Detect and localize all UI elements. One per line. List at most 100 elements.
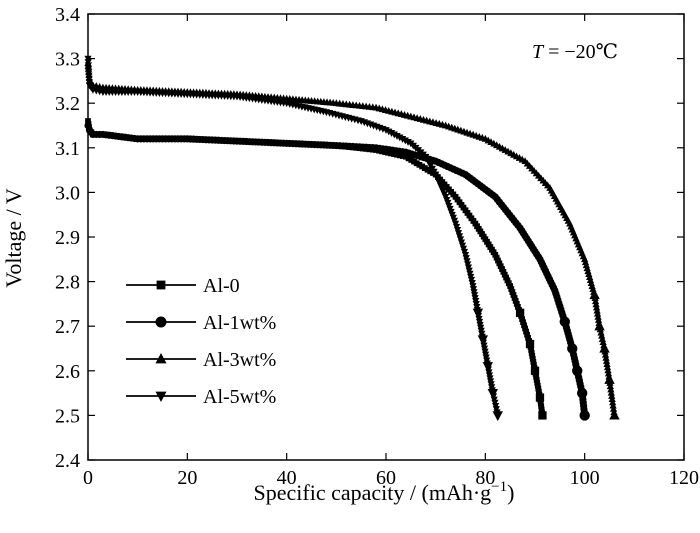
- data-point: [507, 283, 514, 289]
- data-point: [538, 403, 545, 410]
- data-point: [598, 331, 606, 339]
- data-point: [589, 289, 600, 300]
- data-point: [511, 295, 518, 301]
- data-point: [604, 369, 613, 377]
- y-tick-label: 3.4: [55, 4, 80, 26]
- data-point: [509, 289, 516, 295]
- data-point: [400, 153, 406, 159]
- data-point: [535, 385, 542, 392]
- legend: Al-0 Al-1wt% Al-3wt% Al-5wt%: [126, 275, 276, 408]
- data-point: [535, 393, 545, 402]
- axis-ticks: 0 20 40 60 80 100 120 2.4 2.5 2.6 2.7 2.8 2.9 3.0 3.1 3…: [55, 4, 699, 489]
- data-point: [515, 303, 521, 310]
- data-point: [538, 406, 545, 413]
- data-point: [520, 319, 526, 326]
- x-tick-label: 0: [83, 467, 93, 489]
- y-tick-label: 3.3: [55, 49, 80, 71]
- data-point: [531, 361, 537, 368]
- temperature-annotation: T = −20℃: [532, 41, 618, 63]
- data-point: [528, 347, 535, 353]
- data-point: [155, 316, 167, 328]
- data-point: [602, 353, 610, 361]
- data-point: [522, 325, 528, 332]
- data-point: [608, 391, 616, 399]
- y-tick-label: 3.0: [55, 182, 80, 204]
- y-tick-label: 3.1: [55, 138, 80, 160]
- series-circle: [84, 121, 590, 421]
- legend-label: Al-1wt%: [203, 312, 276, 334]
- data-point: [512, 298, 519, 304]
- data-point: [535, 388, 542, 395]
- data-point: [515, 308, 525, 317]
- data-point: [609, 401, 617, 409]
- data-point: [533, 376, 540, 383]
- plot-frame: [87, 13, 685, 461]
- y-tick-label: 2.5: [55, 405, 80, 427]
- data-point: [579, 410, 590, 421]
- data-point: [601, 350, 610, 358]
- data-point: [155, 391, 167, 403]
- data-point: [155, 352, 167, 364]
- data-point: [607, 388, 615, 396]
- series-line: [86, 58, 499, 416]
- legend-entry: Al-5wt%: [126, 386, 276, 408]
- data-point: [508, 286, 515, 292]
- y-tick-label: 2.4: [55, 450, 80, 472]
- x-axis-title: Specific capacity / (mAh·g−1): [254, 479, 515, 505]
- legend-entry: Al-3wt%: [126, 349, 276, 371]
- data-point: [593, 306, 601, 314]
- legend-label: Al-3wt%: [203, 349, 276, 371]
- data-point: [572, 365, 583, 376]
- data-point: [608, 395, 616, 403]
- data-point: [603, 360, 611, 367]
- data-point: [602, 357, 611, 364]
- data-point: [492, 411, 503, 422]
- data-point: [156, 280, 166, 290]
- data-point: [592, 303, 601, 311]
- legend-label: Al-5wt%: [203, 386, 276, 408]
- data-point: [603, 363, 612, 371]
- data-point: [559, 316, 570, 327]
- data-point: [576, 387, 588, 399]
- data-point: [528, 350, 535, 356]
- y-tick-label: 2.7: [55, 316, 80, 338]
- data-point: [538, 411, 547, 420]
- data-point: [609, 398, 617, 406]
- data-point: [525, 334, 531, 341]
- data-point: [598, 334, 607, 342]
- data-point: [594, 320, 605, 331]
- data-point: [530, 366, 540, 375]
- data-point: [533, 373, 539, 380]
- data-point: [609, 409, 620, 420]
- legend-entry: Al-1wt%: [126, 312, 276, 334]
- data-point: [534, 382, 541, 389]
- data-point: [394, 151, 400, 158]
- plot-marks: [84, 55, 620, 422]
- data-point: [599, 338, 607, 346]
- data-point: [529, 353, 536, 359]
- data-point: [592, 300, 600, 308]
- data-point: [487, 388, 498, 399]
- legend-entry: Al-0: [126, 275, 240, 297]
- data-point: [397, 152, 403, 159]
- series-triangle-up: [84, 59, 620, 420]
- y-tick-label: 3.2: [55, 93, 80, 115]
- y-axis-title: Voltage / V: [1, 188, 26, 288]
- data-point: [609, 404, 618, 412]
- data-point: [597, 328, 605, 336]
- data-point: [537, 400, 544, 407]
- data-point: [594, 315, 603, 323]
- data-point: [391, 151, 397, 157]
- data-point: [567, 343, 578, 354]
- x-tick-label: 20: [177, 467, 197, 489]
- series-line: [86, 125, 586, 416]
- data-point: [513, 301, 520, 307]
- data-point: [591, 297, 600, 305]
- data-point: [472, 308, 484, 319]
- series-line: [86, 120, 544, 416]
- data-point: [594, 312, 602, 320]
- data-point: [529, 356, 536, 362]
- data-point: [593, 309, 602, 317]
